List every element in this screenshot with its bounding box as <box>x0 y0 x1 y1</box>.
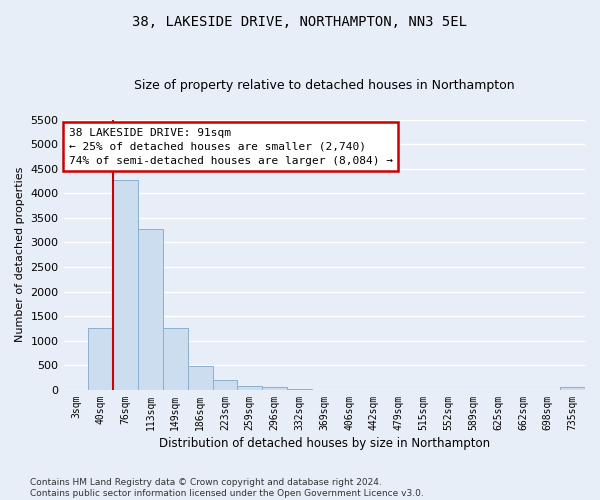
Bar <box>238 386 262 390</box>
Bar <box>113 180 138 390</box>
Bar <box>163 328 188 390</box>
Bar <box>560 387 585 390</box>
Title: Size of property relative to detached houses in Northampton: Size of property relative to detached ho… <box>134 79 515 92</box>
Bar <box>287 389 312 390</box>
Text: 38 LAKESIDE DRIVE: 91sqm
← 25% of detached houses are smaller (2,740)
74% of sem: 38 LAKESIDE DRIVE: 91sqm ← 25% of detach… <box>69 128 393 166</box>
Bar <box>188 366 212 390</box>
Bar <box>138 228 163 390</box>
Text: 38, LAKESIDE DRIVE, NORTHAMPTON, NN3 5EL: 38, LAKESIDE DRIVE, NORTHAMPTON, NN3 5EL <box>133 15 467 29</box>
Y-axis label: Number of detached properties: Number of detached properties <box>15 167 25 342</box>
Bar <box>262 387 287 390</box>
Bar <box>212 380 238 390</box>
Text: Contains HM Land Registry data © Crown copyright and database right 2024.
Contai: Contains HM Land Registry data © Crown c… <box>30 478 424 498</box>
X-axis label: Distribution of detached houses by size in Northampton: Distribution of detached houses by size … <box>159 437 490 450</box>
Bar <box>88 328 113 390</box>
